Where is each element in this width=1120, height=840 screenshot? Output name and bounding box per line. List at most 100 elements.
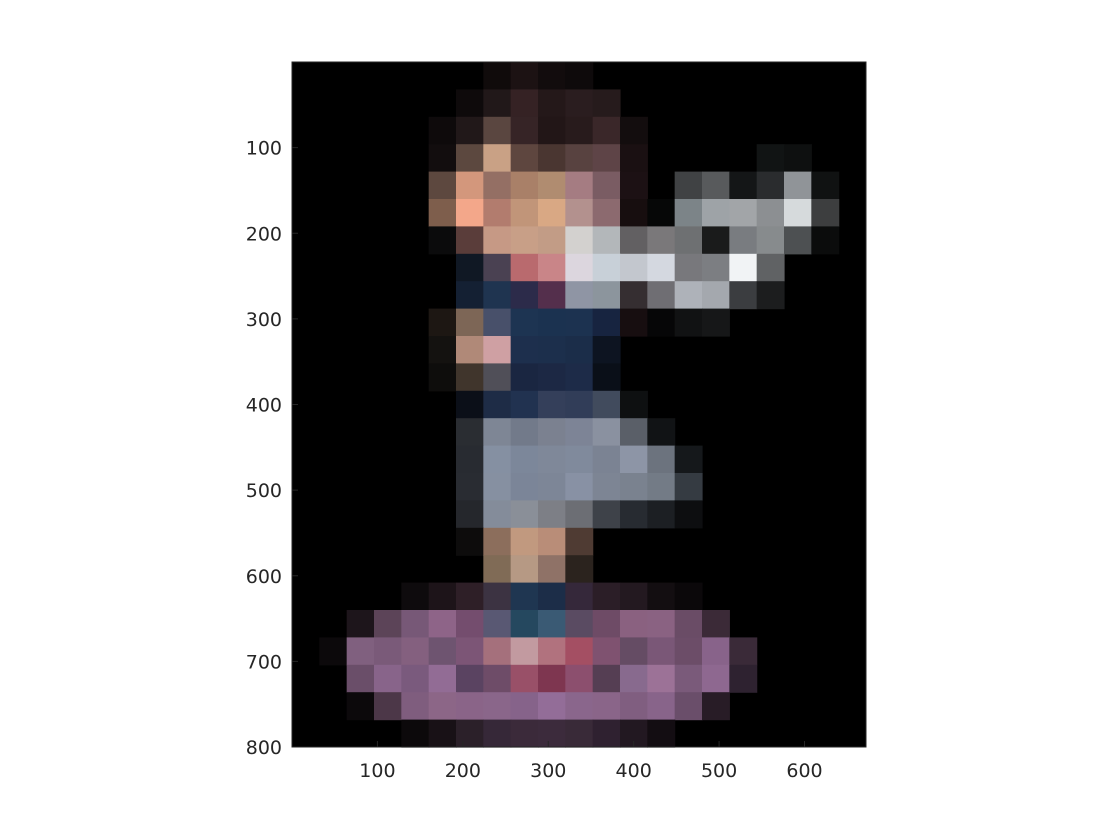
- heatmap-cell: [592, 308, 621, 337]
- heatmap-cell: [565, 637, 594, 666]
- heatmap-cell: [729, 199, 758, 227]
- heatmap-cell: [456, 582, 484, 611]
- heatmap-cell: [620, 418, 648, 447]
- heatmap-cell: [674, 610, 703, 638]
- heatmap-cell: [538, 144, 566, 173]
- heatmap-cell: [592, 363, 621, 392]
- heatmap-cell: [483, 253, 512, 282]
- heatmap-cell: [483, 199, 512, 227]
- heatmap-cell: [456, 500, 484, 529]
- heatmap-cell: [620, 500, 648, 529]
- heatmap-cell: [538, 226, 566, 255]
- heatmap-cell: [538, 390, 566, 419]
- heatmap-cell: [483, 610, 512, 638]
- heatmap-cell: [456, 692, 484, 721]
- heatmap-cell: [374, 664, 402, 693]
- heatmap-cell: [647, 500, 676, 529]
- heatmap-cell: [620, 390, 648, 419]
- heatmap-cell: [456, 336, 484, 364]
- heatmap-cell: [620, 637, 648, 666]
- heatmap-cell: [647, 445, 676, 474]
- heatmap-cell: [346, 637, 375, 666]
- heatmap-cell: [620, 582, 648, 611]
- heatmap-cell: [456, 664, 484, 693]
- heatmap-cell: [592, 719, 621, 748]
- heatmap-cell: [538, 610, 566, 638]
- heatmap-cell: [346, 692, 375, 721]
- heatmap-cell: [565, 62, 594, 90]
- heatmap-cell: [592, 89, 621, 118]
- heatmap-cell: [483, 692, 512, 721]
- heatmap-cell: [592, 253, 621, 282]
- heatmap-cell: [620, 308, 648, 337]
- heatmap-cell: [483, 336, 512, 364]
- heatmap-cell: [702, 199, 730, 227]
- heatmap-cell: [729, 664, 758, 693]
- heatmap-cell: [483, 473, 512, 501]
- heatmap-cell: [674, 692, 703, 721]
- heatmap-cell: [428, 336, 457, 364]
- heatmap-cell: [374, 610, 402, 638]
- heatmap-cell: [592, 336, 621, 364]
- heatmap-cell: [674, 199, 703, 227]
- heatmap-cell: [674, 226, 703, 255]
- heatmap-cell: [620, 445, 648, 474]
- heatmap-cell: [729, 637, 758, 666]
- heatmap-cell: [620, 253, 648, 282]
- heatmap-cell: [510, 418, 539, 447]
- heatmap-cell: [428, 610, 457, 638]
- heatmap-cell: [401, 719, 430, 748]
- heatmap-cell: [428, 719, 457, 748]
- heatmap-cell: [620, 199, 648, 227]
- heatmap-cell: [538, 473, 566, 501]
- heatmap-cell: [483, 308, 512, 337]
- heatmap-cell: [702, 253, 730, 282]
- heatmap-cell: [510, 637, 539, 666]
- x-tick-label: 400: [616, 760, 652, 782]
- heatmap-cell: [674, 637, 703, 666]
- heatmap-cell: [456, 610, 484, 638]
- heatmap-cell: [647, 473, 676, 501]
- heatmap-cell: [565, 692, 594, 721]
- heatmap-cell: [483, 719, 512, 748]
- heatmap-cell: [374, 692, 402, 721]
- y-tick-label: 200: [246, 223, 282, 245]
- heatmap-cell: [428, 199, 457, 227]
- heatmap-cell: [702, 610, 730, 638]
- heatmap-cell: [647, 582, 676, 611]
- heatmap-cell: [538, 62, 566, 90]
- heatmap-cell: [456, 253, 484, 282]
- heatmap-cell: [647, 418, 676, 447]
- heatmap-cell: [510, 116, 539, 145]
- heatmap-cell: [565, 527, 594, 556]
- heatmap-cell: [811, 171, 840, 200]
- heatmap-cell: [620, 664, 648, 693]
- heatmap-cell: [729, 253, 758, 282]
- heatmap-cell: [565, 253, 594, 282]
- heatmap-cell: [456, 89, 484, 118]
- heatmap-cell: [510, 308, 539, 337]
- heatmap-cell: [510, 171, 539, 200]
- heatmap-cell: [647, 308, 676, 337]
- heatmap-cell: [456, 527, 484, 556]
- heatmap-cell: [538, 171, 566, 200]
- heatmap-cell: [483, 171, 512, 200]
- heatmap-cell: [565, 116, 594, 145]
- heatmap-cell: [538, 116, 566, 145]
- heatmap-cell: [401, 664, 430, 693]
- heatmap-cell: [428, 582, 457, 611]
- heatmap-cell: [510, 62, 539, 90]
- heatmap-cell: [483, 582, 512, 611]
- heatmap-cell: [456, 308, 484, 337]
- heatmap-cell: [702, 226, 730, 255]
- heatmap-cell: [538, 692, 566, 721]
- heatmap-cell: [483, 664, 512, 693]
- y-tick-label: 400: [246, 395, 282, 417]
- heatmap-cell: [456, 144, 484, 173]
- heatmap-cell: [456, 226, 484, 255]
- heatmap-cell: [456, 281, 484, 310]
- heatmap-cell: [538, 281, 566, 310]
- heatmap-cell: [592, 473, 621, 501]
- heatmap-cell: [538, 445, 566, 474]
- heatmap-cell: [647, 281, 676, 310]
